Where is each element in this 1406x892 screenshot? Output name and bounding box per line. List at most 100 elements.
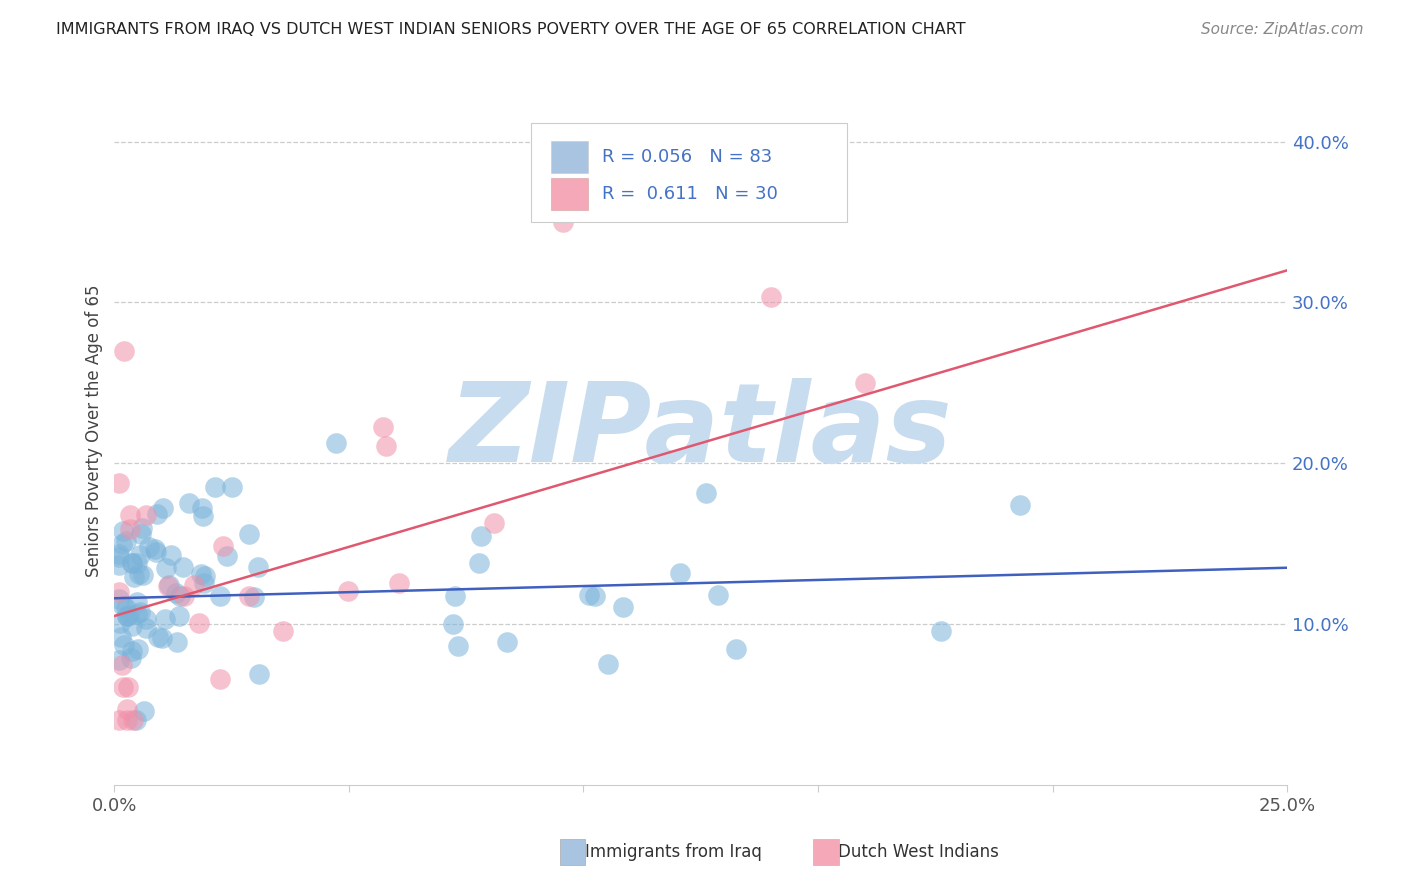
Point — [108, 714, 131, 728]
Point — [115, 600, 138, 615]
Point — [221, 480, 243, 494]
Point — [160, 548, 183, 562]
Point — [132, 567, 155, 582]
Point — [150, 631, 173, 645]
Point — [153, 612, 176, 626]
Point — [111, 680, 134, 694]
Point — [152, 501, 174, 516]
Point — [117, 607, 139, 622]
Point — [115, 608, 138, 623]
Point — [204, 480, 226, 494]
Point — [578, 588, 600, 602]
Point — [146, 630, 169, 644]
Point — [388, 576, 411, 591]
Text: R = 0.056   N = 83: R = 0.056 N = 83 — [602, 148, 772, 166]
Point — [111, 599, 134, 614]
Text: R =  0.611   N = 30: R = 0.611 N = 30 — [602, 186, 778, 203]
Point — [853, 376, 876, 391]
Point — [134, 704, 156, 718]
Point — [111, 657, 134, 672]
Point — [247, 666, 270, 681]
Point — [725, 642, 748, 657]
Point — [112, 343, 135, 358]
Point — [118, 508, 141, 523]
Point — [121, 644, 143, 658]
Point — [135, 508, 157, 522]
Point — [125, 607, 148, 622]
Point — [243, 590, 266, 604]
Point — [128, 566, 150, 581]
Point — [374, 439, 396, 453]
Point — [193, 509, 215, 524]
Point — [1008, 499, 1031, 513]
Point — [120, 651, 142, 665]
Point — [759, 290, 782, 304]
Point — [131, 521, 153, 535]
Point — [110, 630, 132, 644]
Point — [138, 540, 160, 554]
Point — [127, 641, 149, 656]
Point — [194, 568, 217, 582]
Point — [114, 533, 136, 548]
Point — [707, 588, 730, 602]
Point — [212, 539, 235, 553]
Point — [169, 589, 191, 603]
Text: Immigrants from Iraq: Immigrants from Iraq — [585, 843, 762, 861]
Point — [146, 507, 169, 521]
Point — [167, 609, 190, 624]
Point — [190, 500, 212, 515]
Point — [190, 566, 212, 581]
Point — [124, 570, 146, 584]
Point — [337, 583, 360, 598]
Point — [173, 589, 195, 603]
Point — [238, 590, 260, 604]
Point — [470, 529, 492, 543]
Point — [127, 556, 149, 570]
Point — [108, 585, 131, 599]
Point — [108, 558, 131, 573]
Point — [118, 522, 141, 536]
Point — [612, 600, 634, 615]
Point — [108, 547, 131, 561]
Point — [125, 594, 148, 608]
Bar — [551, 178, 588, 210]
Point — [156, 579, 179, 593]
Point — [325, 436, 347, 450]
Point — [188, 615, 211, 630]
Point — [572, 151, 595, 165]
Point — [117, 680, 139, 694]
Point — [108, 550, 131, 565]
Point — [115, 609, 138, 624]
Point — [129, 549, 152, 563]
Point — [125, 714, 148, 728]
Point — [112, 524, 135, 538]
Point — [172, 560, 194, 574]
Point — [496, 635, 519, 649]
Point — [443, 589, 465, 603]
Point — [929, 624, 952, 638]
Point — [208, 672, 231, 686]
Point — [108, 475, 131, 490]
FancyBboxPatch shape — [530, 123, 848, 222]
Point — [238, 527, 260, 541]
Text: IMMIGRANTS FROM IRAQ VS DUTCH WEST INDIAN SENIORS POVERTY OVER THE AGE OF 65 COR: IMMIGRANTS FROM IRAQ VS DUTCH WEST INDIA… — [56, 22, 966, 37]
Y-axis label: Seniors Poverty Over the Age of 65: Seniors Poverty Over the Age of 65 — [86, 285, 103, 577]
Bar — [551, 141, 588, 172]
Point — [112, 638, 135, 652]
Point — [443, 617, 465, 632]
Point — [193, 576, 215, 591]
Point — [371, 419, 394, 434]
Point — [596, 657, 619, 671]
Point — [695, 486, 717, 500]
Point — [482, 516, 505, 530]
Text: ZIPatlas: ZIPatlas — [449, 377, 953, 484]
Point — [135, 621, 157, 635]
Point — [115, 702, 138, 716]
Point — [108, 592, 131, 607]
Point — [129, 527, 152, 541]
Point — [128, 605, 150, 619]
Point — [108, 653, 131, 667]
Point — [155, 560, 177, 574]
Point — [246, 559, 269, 574]
Point — [143, 541, 166, 556]
